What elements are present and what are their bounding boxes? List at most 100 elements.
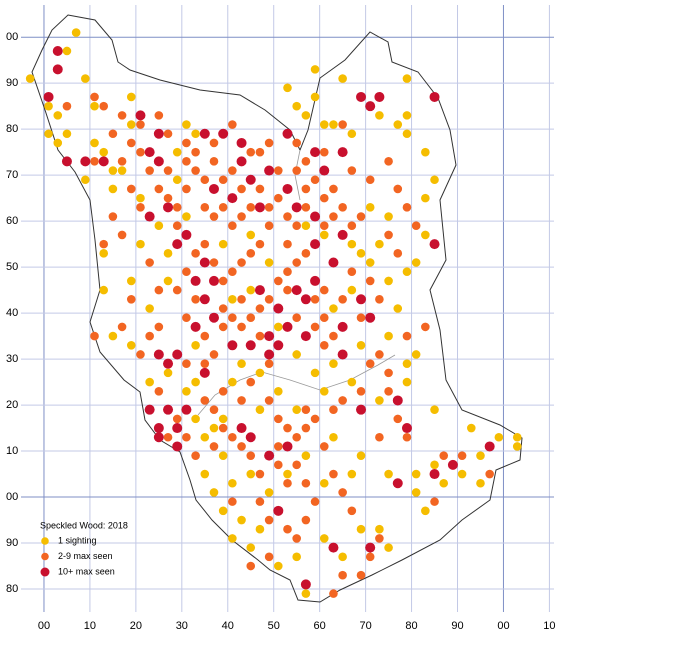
sighting-dot: [301, 423, 311, 433]
sighting-dot: [209, 212, 219, 221]
sighting-dot: [153, 128, 164, 139]
sighting-dot: [227, 193, 238, 204]
sighting-dot: [329, 589, 338, 598]
sighting-dot: [25, 74, 35, 83]
sighting-dot: [319, 313, 329, 322]
sighting-dot: [255, 497, 265, 506]
sighting-dot: [145, 258, 154, 267]
sighting-dot: [429, 239, 440, 250]
sighting-dot: [172, 175, 182, 185]
sighting-dot: [273, 340, 284, 351]
sighting-dot: [375, 111, 384, 120]
sighting-dot: [356, 340, 366, 350]
sighting-dot: [200, 239, 210, 249]
y-tick-label: 40: [6, 307, 18, 319]
sighting-dot: [163, 368, 173, 378]
sighting-dot: [512, 442, 522, 451]
sighting-dot: [62, 101, 72, 111]
sighting-dot: [402, 203, 412, 212]
sighting-dot: [421, 193, 430, 203]
sighting-dot: [374, 91, 385, 102]
sighting-dot: [154, 322, 164, 332]
sighting-dot: [53, 111, 63, 120]
sighting-dot: [319, 340, 329, 350]
sighting-dot: [218, 128, 229, 139]
sighting-dot: [209, 488, 219, 497]
sighting-dot: [182, 386, 191, 396]
sighting-dot: [181, 229, 192, 240]
sighting-dot: [384, 157, 393, 166]
sighting-dot: [337, 229, 348, 240]
sighting-dot: [393, 414, 403, 424]
sighting-dot: [136, 147, 145, 157]
sighting-dot: [283, 423, 292, 433]
sighting-dot: [375, 350, 384, 359]
sighting-dot: [274, 193, 283, 203]
sighting-dot: [154, 221, 164, 231]
sighting-dot: [429, 469, 440, 480]
sighting-dot: [264, 515, 274, 525]
sighting-dot: [52, 64, 63, 75]
x-tick-label: 40: [222, 620, 234, 632]
y-tick-label: 00: [6, 31, 18, 43]
y-tick-label: 30: [6, 353, 18, 365]
sighting-dot: [292, 166, 301, 175]
sighting-dot: [236, 423, 247, 434]
sighting-dot: [273, 505, 284, 516]
sighting-dot: [144, 147, 155, 158]
sighting-dot: [319, 230, 329, 240]
sighting-dot: [228, 432, 237, 442]
sighting-dot: [108, 129, 118, 139]
sighting-dot: [163, 193, 173, 203]
sighting-dot: [310, 175, 320, 185]
sighting-dot: [145, 331, 154, 341]
sighting-dot: [182, 184, 191, 194]
sighting-dot: [283, 239, 292, 249]
sighting-dot: [246, 377, 256, 387]
sighting-dot: [365, 542, 376, 553]
sighting-dot: [329, 405, 338, 414]
sighting-dot: [274, 166, 283, 175]
sighting-dot: [255, 184, 265, 194]
sighting-dot: [365, 276, 375, 286]
sighting-dot: [108, 184, 118, 194]
sighting-dot: [246, 249, 256, 258]
sighting-dot: [292, 101, 301, 111]
sighting-dot: [181, 404, 192, 415]
sighting-dot: [200, 396, 210, 405]
sighting-dot: [310, 368, 320, 378]
sighting-dot: [365, 101, 376, 112]
sighting-dot: [90, 138, 99, 148]
sighting-dot: [494, 432, 504, 442]
sighting-dot: [356, 524, 366, 534]
y-tick-label: 60: [6, 215, 18, 227]
sighting-dot: [447, 459, 458, 470]
sighting-dot: [356, 404, 367, 415]
sighting-dot: [245, 340, 256, 351]
sighting-dot: [329, 359, 338, 368]
sighting-dot: [301, 405, 311, 414]
sighting-dot: [329, 469, 338, 479]
sighting-dot: [384, 276, 393, 286]
sighting-dot: [301, 184, 311, 194]
sighting-dot: [153, 349, 164, 360]
sighting-dot: [282, 441, 293, 452]
sighting-dot: [347, 239, 357, 249]
sighting-dot: [136, 120, 145, 129]
sighting-dot: [484, 441, 495, 452]
sighting-dot: [99, 101, 109, 111]
sighting-dot: [218, 386, 228, 396]
sighting-dot: [237, 322, 246, 332]
sighting-dot: [172, 147, 182, 157]
sighting-dot: [384, 368, 393, 378]
sighting-dot: [126, 92, 136, 102]
sighting-dot: [255, 368, 265, 378]
sighting-dot: [375, 396, 384, 405]
sighting-dot: [338, 120, 347, 129]
sighting-dot: [136, 239, 145, 249]
sighting-dot: [466, 423, 476, 433]
sighting-dot: [292, 460, 301, 470]
sighting-dot: [402, 331, 412, 341]
sighting-dot: [218, 451, 228, 460]
